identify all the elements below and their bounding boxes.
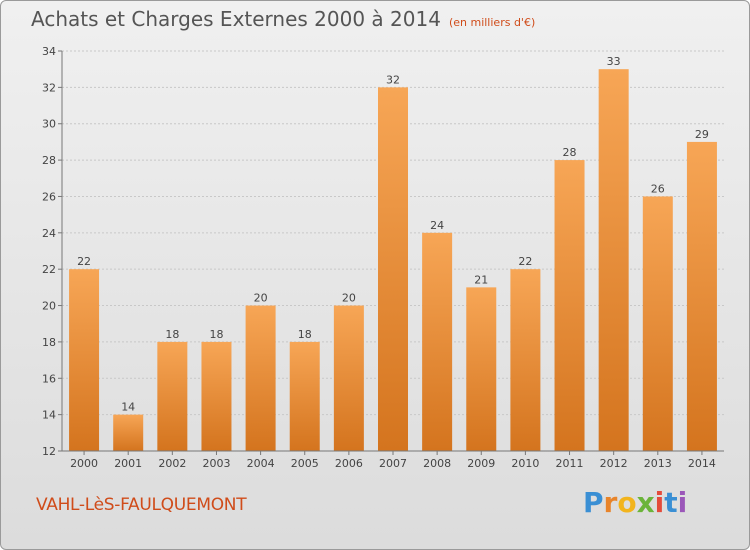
commune-name: VAHL-LèS-FAULQUEMONT bbox=[36, 495, 247, 515]
bar bbox=[69, 269, 100, 451]
bar bbox=[642, 196, 673, 451]
bar bbox=[157, 341, 188, 451]
x-tick-label: 2008 bbox=[423, 457, 451, 470]
bar bbox=[554, 160, 585, 451]
y-tick-label: 24 bbox=[42, 227, 56, 240]
x-tick-label: 2013 bbox=[644, 457, 672, 470]
x-tick-label: 2002 bbox=[158, 457, 186, 470]
x-tick-label: 2004 bbox=[247, 457, 275, 470]
data-label: 20 bbox=[254, 292, 268, 305]
axes: 12 14 16 18 20 22 24 26 28 30 32 34 2000 2001 2002 2003… bbox=[42, 45, 724, 470]
data-label: 24 bbox=[430, 219, 444, 232]
data-label: 28 bbox=[563, 146, 577, 159]
y-tick-label: 16 bbox=[42, 372, 56, 385]
y-tick-label: 22 bbox=[42, 263, 56, 276]
chart-subtitle: (en milliers d'€) bbox=[448, 16, 536, 29]
data-label: 32 bbox=[386, 73, 400, 86]
bar bbox=[466, 287, 497, 451]
y-tick-label: 12 bbox=[42, 445, 56, 458]
bar bbox=[422, 232, 453, 451]
x-tick-label: 2012 bbox=[600, 457, 628, 470]
x-tick-label: 2006 bbox=[335, 457, 363, 470]
bar bbox=[113, 414, 144, 451]
data-label: 21 bbox=[474, 273, 488, 286]
data-label: 18 bbox=[298, 328, 312, 341]
labels: 22 14 18 18 20 18 20 32 24 21 22 28 33 26 29 bbox=[77, 55, 709, 413]
data-label: 26 bbox=[651, 182, 665, 195]
x-tick-label: 2005 bbox=[291, 457, 319, 470]
data-label: 14 bbox=[121, 401, 135, 414]
data-label: 29 bbox=[695, 128, 709, 141]
y-tick-label: 32 bbox=[42, 81, 56, 94]
bar bbox=[201, 341, 232, 451]
title-block: Achats et Charges Externes 2000 à 2014 (e… bbox=[31, 7, 535, 31]
data-label: 22 bbox=[77, 255, 91, 268]
data-label: 18 bbox=[209, 328, 223, 341]
x-tick-label: 2003 bbox=[202, 457, 230, 470]
y-tick-label: 14 bbox=[42, 409, 56, 422]
bar bbox=[598, 69, 629, 451]
bar bbox=[686, 141, 717, 451]
bar bbox=[510, 269, 541, 451]
bar bbox=[289, 341, 320, 451]
proxiti-logo: Proxiti bbox=[583, 486, 688, 519]
bars bbox=[69, 69, 717, 451]
y-tick-label: 20 bbox=[42, 300, 56, 313]
bar bbox=[333, 305, 364, 451]
x-tick-label: 2009 bbox=[467, 457, 495, 470]
data-label: 33 bbox=[607, 55, 621, 68]
y-tick-label: 26 bbox=[42, 190, 56, 203]
bar bbox=[245, 305, 276, 451]
chart-title: Achats et Charges Externes 2000 à 2014 bbox=[31, 7, 441, 31]
y-tick-label: 18 bbox=[42, 336, 56, 349]
x-tick-label: 2001 bbox=[114, 457, 142, 470]
x-tick-label: 2000 bbox=[70, 457, 98, 470]
x-tick-label: 2010 bbox=[511, 457, 539, 470]
data-label: 22 bbox=[518, 255, 532, 268]
data-label: 18 bbox=[165, 328, 179, 341]
data-label: 20 bbox=[342, 292, 356, 305]
x-tick-label: 2011 bbox=[556, 457, 584, 470]
x-tick-label: 2014 bbox=[688, 457, 716, 470]
bar bbox=[378, 87, 408, 451]
y-tick-label: 34 bbox=[42, 45, 56, 58]
y-tick-label: 28 bbox=[42, 154, 56, 167]
y-tick-label: 30 bbox=[42, 118, 56, 131]
x-tick-label: 2007 bbox=[379, 457, 407, 470]
